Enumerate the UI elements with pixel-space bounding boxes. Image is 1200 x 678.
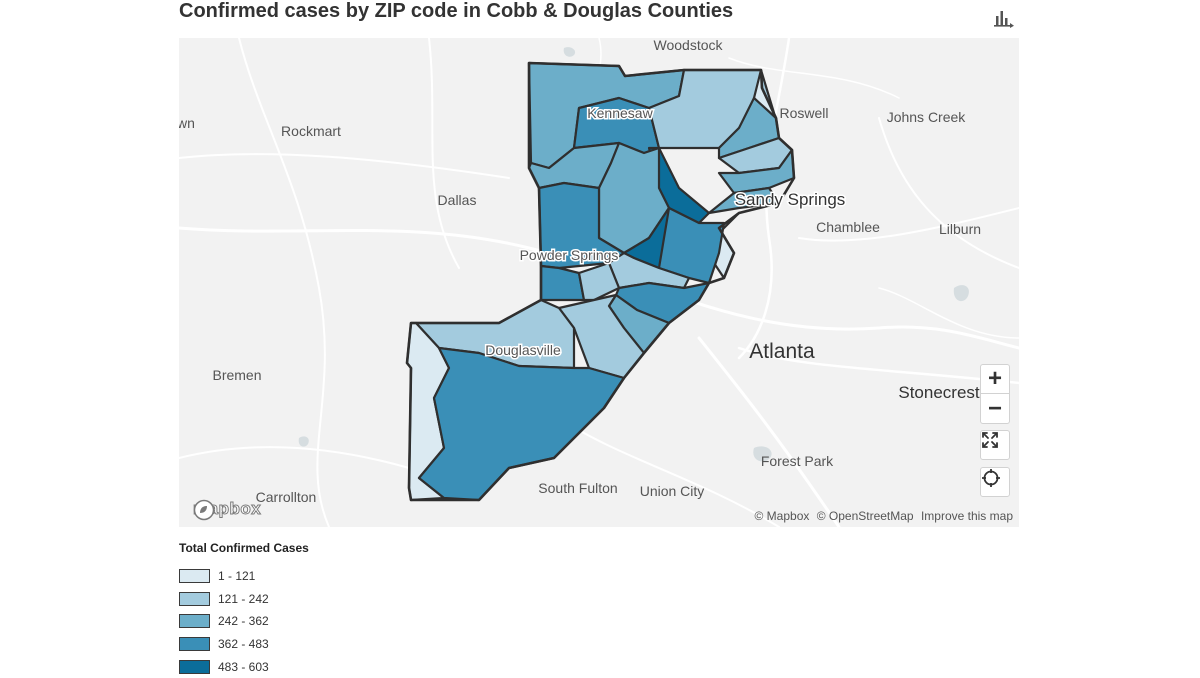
- place-labels: Woodstock wn Rockmart Kennesaw Roswell J…: [179, 38, 981, 505]
- legend-swatch: [179, 614, 210, 629]
- mapbox-attribution-link[interactable]: © Mapbox: [754, 509, 810, 523]
- place-label-powder-springs: Powder Springs: [520, 247, 619, 263]
- zip-region[interactable]: [557, 293, 646, 380]
- county-outline: [405, 61, 796, 502]
- zip-region[interactable]: [707, 186, 781, 215]
- mapbox-logo[interactable]: mapbox: [192, 499, 261, 521]
- place-label-atlanta: Atlanta: [749, 340, 815, 363]
- place-label-woodstock: Woodstock: [654, 38, 724, 53]
- legend-label: 121 - 242: [218, 591, 269, 606]
- place-label-bremen: Bremen: [212, 367, 261, 383]
- place-label-wn: wn: [179, 115, 195, 131]
- map-canvas[interactable]: Woodstock wn Rockmart Kennesaw Roswell J…: [179, 38, 1019, 527]
- map-attribution: © Mapbox © OpenStreetMap Improve this ma…: [751, 509, 1014, 523]
- place-label-south-fulton: South Fulton: [538, 480, 617, 496]
- zip-region[interactable]: [717, 148, 796, 195]
- legend-item: 242 - 362: [179, 610, 309, 633]
- crosshair-icon: [982, 469, 1000, 487]
- minus-icon: −: [987, 394, 1002, 422]
- place-label-douglasville: Douglasville: [485, 342, 561, 358]
- fullscreen-icon: [982, 432, 998, 448]
- place-label-carrollton: Carrollton: [256, 489, 317, 505]
- zoom-out-button[interactable]: −: [980, 394, 1010, 424]
- zip-region[interactable]: [539, 264, 586, 302]
- zip-regions[interactable]: [405, 61, 796, 502]
- page-title: Confirmed cases by ZIP code in Cobb & Do…: [179, 0, 734, 22]
- place-label-kennesaw: Kennesaw: [587, 105, 653, 121]
- legend-item: 483 - 603: [179, 655, 309, 678]
- improve-map-link[interactable]: Improve this map: [920, 509, 1013, 523]
- place-label-stonecrest: Stonecrest: [898, 383, 980, 402]
- legend-swatch: [179, 591, 210, 606]
- place-label-sandy-springs: Sandy Springs: [735, 190, 846, 209]
- bar-chart-icon[interactable]: [993, 8, 1015, 28]
- legend-item: 1 - 121: [179, 565, 309, 588]
- fullscreen-button[interactable]: [980, 430, 1010, 460]
- legend-item: 121 - 242: [179, 588, 309, 611]
- place-label-dallas: Dallas: [438, 192, 477, 208]
- place-label-rockmart: Rockmart: [281, 123, 341, 139]
- osm-attribution-link[interactable]: © OpenStreetMap: [816, 509, 914, 523]
- zoom-in-button[interactable]: +: [980, 364, 1010, 394]
- place-label-roswell: Roswell: [779, 105, 828, 121]
- legend-item: 362 - 483: [179, 633, 309, 656]
- legend-title: Total Confirmed Cases: [179, 541, 309, 555]
- legend-swatch: [179, 569, 210, 584]
- zip-region[interactable]: [577, 261, 621, 302]
- legend-swatch: [179, 637, 210, 652]
- legend-swatch: [179, 659, 210, 674]
- map[interactable]: Woodstock wn Rockmart Kennesaw Roswell J…: [179, 38, 1019, 527]
- legend-label: 1 - 121: [218, 569, 256, 584]
- legend-label: 362 - 483: [218, 637, 269, 652]
- legend: Total Confirmed Cases 1 - 121 121 - 242 …: [179, 541, 309, 678]
- geolocate-button[interactable]: [980, 467, 1010, 497]
- place-label-lilburn: Lilburn: [939, 221, 981, 237]
- plus-icon: +: [987, 365, 1002, 392]
- place-label-union-city: Union City: [640, 483, 705, 499]
- water-features: [298, 47, 969, 462]
- legend-label: 242 - 362: [218, 614, 269, 629]
- zip-region[interactable]: [417, 346, 626, 502]
- legend-label: 483 - 603: [218, 659, 269, 674]
- place-label-chamblee: Chamblee: [816, 219, 880, 235]
- place-label-forest-park: Forest Park: [761, 453, 834, 469]
- place-label-johns-creek: Johns Creek: [887, 109, 967, 125]
- mapbox-logo-icon: [193, 499, 215, 521]
